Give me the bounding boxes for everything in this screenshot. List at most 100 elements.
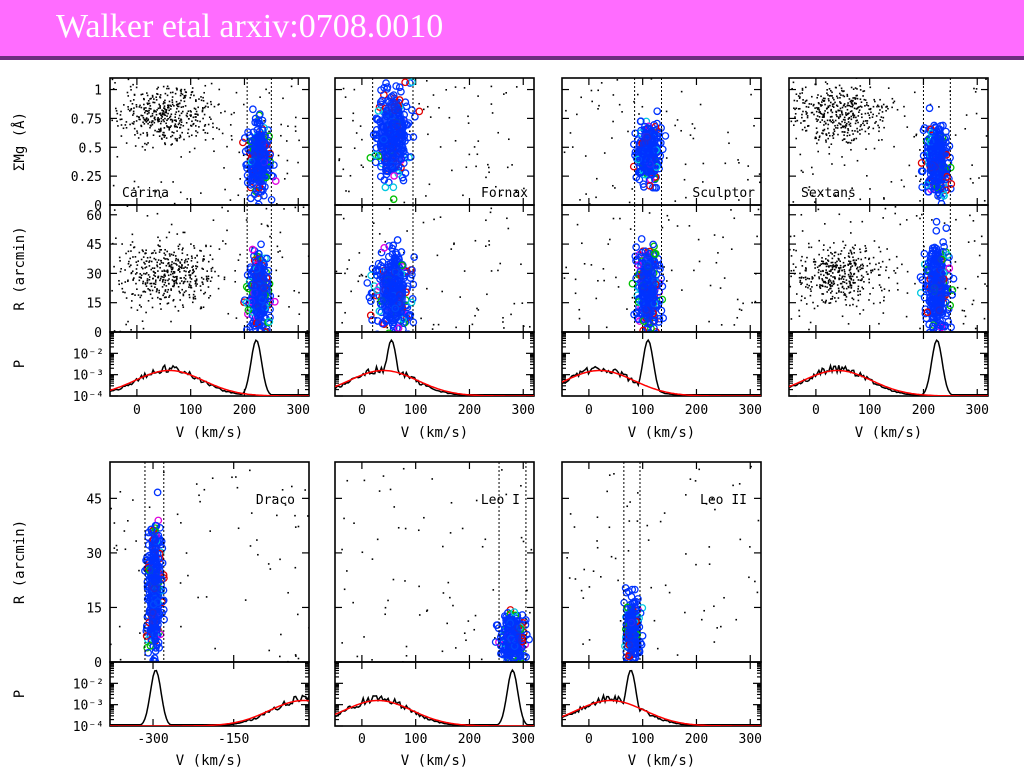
field-star [161,276,164,278]
field-star [147,102,150,105]
field-star [388,207,391,210]
field-star [146,135,149,137]
field-star [180,92,182,95]
field-star [138,304,141,306]
field-star [168,127,171,130]
member-star [401,78,410,87]
field-star [830,281,833,284]
field-star [786,111,788,113]
field-star [827,282,830,285]
field-star [829,285,832,288]
field-star [857,290,859,293]
field-star [173,280,176,283]
field-star [202,283,204,286]
field-star [149,105,152,107]
field-star [808,277,811,280]
field-star [132,499,134,501]
field-star [175,280,178,282]
field-star [692,137,695,140]
field-star [178,102,181,105]
field-star [176,88,178,90]
field-star [818,277,821,280]
field-star [165,264,168,267]
field-star [297,161,299,164]
field-star [893,269,895,272]
field-star [202,306,205,309]
field-star [828,132,830,134]
field-star [847,118,850,120]
field-star [163,292,165,295]
field-star [335,270,338,273]
field-star [883,198,885,200]
field-star [856,107,859,110]
member-star [250,190,259,199]
field-star [184,266,187,268]
field-star [125,126,128,129]
field-star [915,175,917,177]
field-star [817,271,820,274]
field-star [494,185,497,188]
field-star [830,275,832,277]
field-star [676,225,679,227]
field-star [175,111,178,113]
field-star [171,279,174,281]
field-star [160,275,163,278]
field-star [827,137,830,140]
field-star [862,120,865,123]
field-star [168,296,170,298]
x-axis-label: V (km/s) [401,425,468,441]
field-star [857,279,860,281]
member-star [373,317,382,325]
field-star [571,146,574,148]
field-star [919,200,921,202]
field-star [154,283,157,286]
field-star [839,282,842,285]
member-star [153,488,162,497]
field-star [818,111,820,114]
field-star [801,265,804,267]
field-star [187,110,190,113]
field-star [841,113,844,116]
member-star [247,180,255,189]
field-star [130,300,133,302]
field-star [176,282,178,285]
field-star [190,243,192,245]
field-star [182,294,185,297]
field-star [844,244,847,247]
field-star [852,88,855,90]
field-star [804,260,807,263]
field-star [188,296,191,299]
field-star [824,81,827,83]
field-star [135,120,138,122]
field-star [171,131,174,133]
field-star [213,150,215,153]
x-tick-label: 300 [512,403,535,418]
field-star [824,122,827,125]
field-star [621,111,623,113]
field-star [167,126,170,128]
member-star [376,98,385,106]
field-star [146,282,149,284]
field-star [619,217,621,220]
member-star [392,82,401,90]
field-star [140,274,143,277]
field-star [127,279,129,282]
field-star [702,181,704,183]
field-star [835,110,837,113]
field-star [166,258,168,260]
field-star [806,277,809,280]
field-star [829,104,831,107]
field-star [160,130,162,132]
field-star [781,275,783,277]
field-star [201,109,204,112]
field-star [180,156,182,158]
model-curve [110,369,309,396]
field-star [841,286,844,289]
field-star [855,116,857,119]
field-star [113,209,116,211]
field-star [158,135,161,137]
member-star [389,333,395,339]
field-star [294,116,297,119]
field-star [853,290,855,292]
field-star [814,267,816,269]
